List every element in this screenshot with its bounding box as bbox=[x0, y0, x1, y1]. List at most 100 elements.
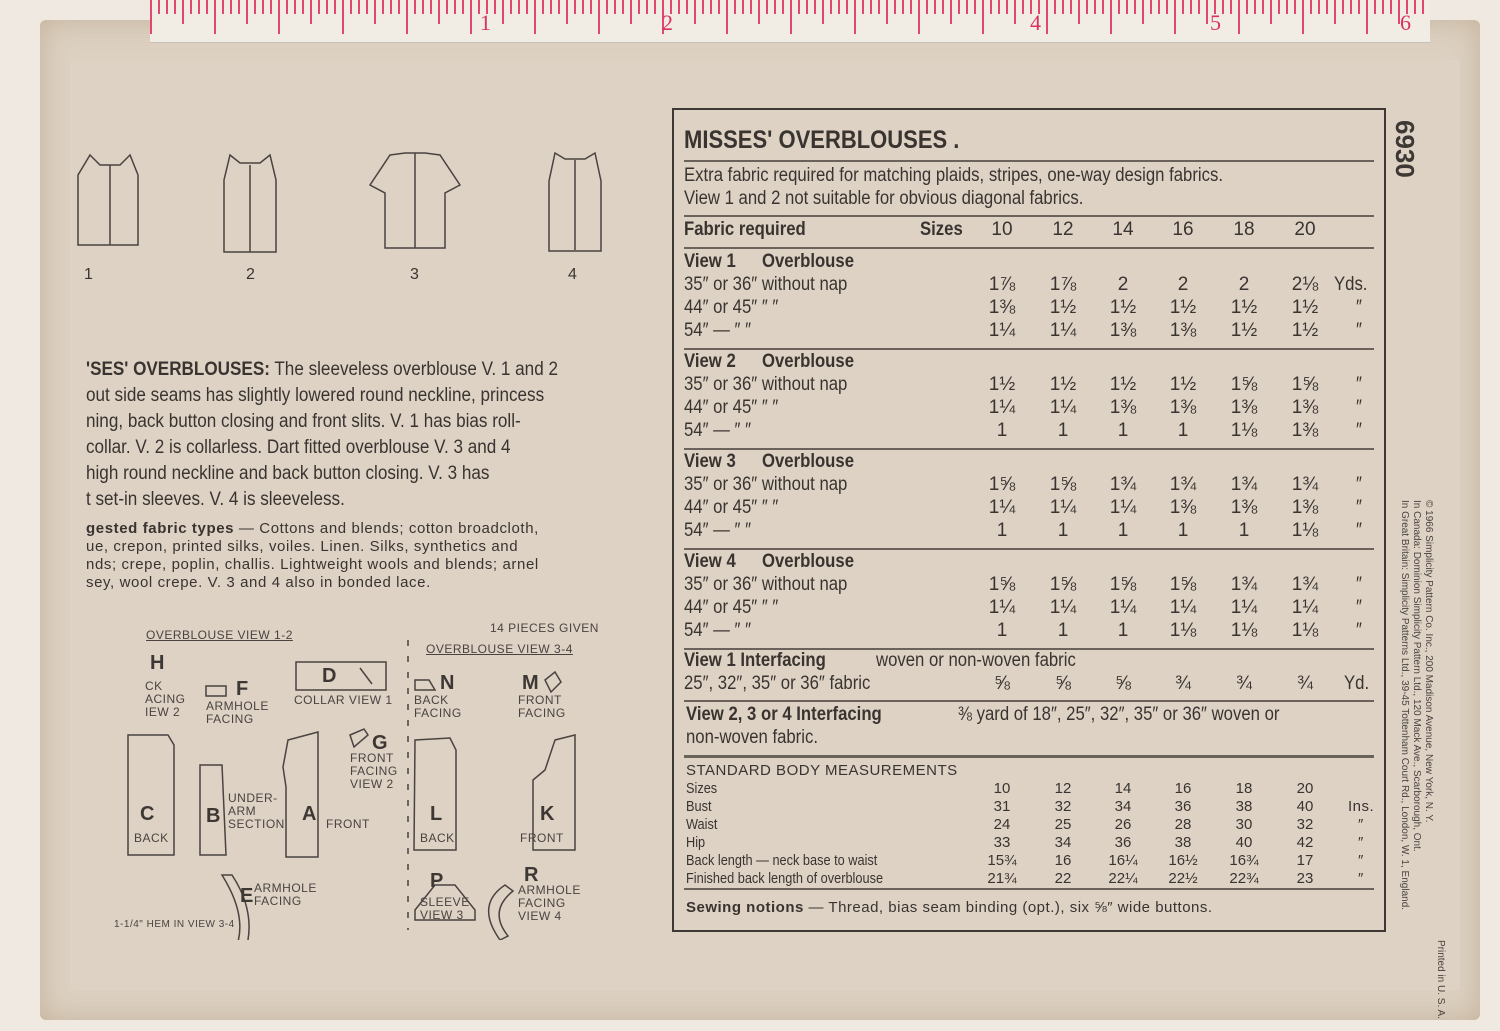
tape-tick bbox=[934, 0, 936, 14]
yardage-value: 1⅜ bbox=[1291, 497, 1319, 518]
chart-note: View 1 and 2 not suitable for obvious di… bbox=[684, 188, 1084, 209]
fabric-required-label: Fabric required bbox=[684, 219, 806, 240]
piece-label: BACK FACING bbox=[414, 693, 462, 720]
tape-tick bbox=[454, 0, 456, 14]
yardage-value: 1 bbox=[1057, 620, 1069, 641]
description-text: collar. V. 2 is collarless. Dart fitted … bbox=[86, 437, 511, 458]
yardage-value: 1⅜ bbox=[1230, 397, 1258, 418]
tape-tick bbox=[1102, 0, 1104, 14]
tape-tick bbox=[462, 0, 464, 14]
piece-letter: D bbox=[322, 665, 337, 687]
tape-tick bbox=[918, 0, 920, 34]
tape-tick bbox=[702, 0, 704, 14]
yardage-value: 1¼ bbox=[1230, 597, 1258, 618]
piece-label: FRONT FACING bbox=[518, 693, 566, 720]
yardage-value: 1¾ bbox=[1109, 474, 1137, 495]
tape-tick bbox=[326, 0, 328, 14]
yardage-value: 1⅝ bbox=[988, 574, 1016, 595]
measurement-value: 33 bbox=[993, 834, 1011, 851]
description-text: ning, back button closing and front slit… bbox=[86, 411, 521, 432]
divider bbox=[684, 548, 1374, 550]
tape-tick bbox=[1358, 0, 1360, 14]
yardage-value: 1⅝ bbox=[1230, 374, 1258, 395]
tape-tick bbox=[502, 0, 504, 24]
tape-tick bbox=[446, 0, 448, 14]
tape-tick bbox=[558, 0, 560, 14]
yardage-value: 1¼ bbox=[988, 397, 1016, 418]
tape-tick bbox=[766, 0, 768, 14]
yardage-value: 1⅜ bbox=[1109, 320, 1137, 341]
tape-tick bbox=[486, 0, 488, 14]
piece-letter: R bbox=[524, 864, 539, 886]
view-1-illustration bbox=[77, 153, 139, 246]
tape-tick bbox=[518, 0, 520, 14]
pattern-piece-diagrams bbox=[127, 640, 576, 940]
yardage-value: 1½ bbox=[1230, 297, 1258, 318]
piece-label: SLEEVE VIEW 3 bbox=[420, 895, 470, 922]
yardage-value: 1⅜ bbox=[1230, 497, 1258, 518]
tape-tick bbox=[574, 0, 576, 14]
suggested-line: ue, crepon, printed silks, voiles. Linen… bbox=[86, 538, 519, 555]
tape-tick bbox=[606, 0, 608, 14]
tape-tick bbox=[1150, 0, 1152, 14]
interfacing-value: ⅝ bbox=[1115, 673, 1131, 694]
tape-number: 4 bbox=[1030, 10, 1041, 35]
yardage-value: 1⅜ bbox=[1291, 397, 1319, 418]
tape-tick bbox=[950, 0, 952, 24]
copyright-line: In Canada: Dominion Simplicity Pattern L… bbox=[1411, 500, 1422, 852]
description-line: ning, back button closing and front slit… bbox=[86, 409, 559, 435]
tape-tick bbox=[1198, 0, 1200, 14]
measurement-value: 12 bbox=[1054, 780, 1072, 797]
tape-tick bbox=[638, 0, 640, 14]
fabric-row-label: 35″ or 36″ without nap bbox=[684, 274, 848, 295]
measurement-value: 28 bbox=[1174, 816, 1192, 833]
tape-tick bbox=[422, 0, 424, 14]
tape-tick bbox=[182, 0, 184, 24]
yardage-value: 1½ bbox=[1049, 297, 1077, 318]
unit: ″ bbox=[1358, 870, 1364, 887]
view-title: View 3 bbox=[684, 451, 736, 472]
pieces-group-2-title: OVERBLOUSE VIEW 3-4 bbox=[426, 642, 573, 656]
unit: ″ bbox=[1356, 620, 1362, 641]
tape-number: 2 bbox=[662, 10, 673, 35]
unit: Ins. bbox=[1348, 798, 1375, 815]
yardage-value: 1⅜ bbox=[1169, 497, 1197, 518]
measurement-value: 16½ bbox=[1168, 852, 1198, 869]
view-title: View 2 bbox=[684, 351, 736, 372]
tape-measure: 1 2 4 5 6 bbox=[150, 0, 1430, 43]
yardage-value: 1⅜ bbox=[1169, 397, 1197, 418]
piece-letter: C bbox=[140, 803, 155, 825]
measurement-value: 16¾ bbox=[1229, 852, 1259, 869]
measurement-value: 15¾ bbox=[987, 852, 1017, 869]
fabric-row-label: 44″ or 45″ ″ ″ bbox=[684, 497, 779, 518]
interfacing-value: ¾ bbox=[1297, 673, 1313, 694]
fabric-row-label: 35″ or 36″ without nap bbox=[684, 574, 848, 595]
back-piece-c bbox=[127, 734, 175, 856]
measurement-value: 20 bbox=[1296, 780, 1314, 797]
measurement-value: 17 bbox=[1296, 852, 1314, 869]
tape-tick bbox=[822, 0, 824, 24]
tape-tick bbox=[254, 0, 256, 14]
suggested-line: sey, wool crepe. V. 3 and 4 also in bond… bbox=[86, 574, 431, 591]
interfacing-value: ⅝ bbox=[1055, 673, 1071, 694]
unit: ″ bbox=[1356, 597, 1362, 618]
armhole-facing-r bbox=[487, 884, 515, 940]
description-heading: 'SES' OVERBLOUSES: bbox=[86, 359, 270, 380]
yardage-value: 1¼ bbox=[1109, 497, 1137, 518]
yardage-value: 1⅜ bbox=[988, 297, 1016, 318]
yardage-value: 1 bbox=[1238, 520, 1250, 541]
yardage-value: 1 bbox=[1117, 520, 1129, 541]
yardage-value: 1¾ bbox=[1230, 474, 1258, 495]
tape-tick bbox=[566, 0, 568, 24]
view-label-2: 2 bbox=[246, 266, 255, 283]
tape-tick bbox=[190, 0, 192, 14]
tape-tick bbox=[910, 0, 912, 14]
tape-tick bbox=[262, 0, 264, 14]
tape-tick bbox=[1342, 0, 1344, 14]
yardage-value: 1⅜ bbox=[1291, 420, 1319, 441]
tape-tick bbox=[406, 0, 408, 34]
pattern-number: 6930 bbox=[1390, 120, 1420, 178]
interfacing-title: View 1 Interfacing bbox=[684, 650, 826, 671]
unit: ″ bbox=[1358, 834, 1364, 851]
underarm-piece-b bbox=[199, 764, 227, 856]
